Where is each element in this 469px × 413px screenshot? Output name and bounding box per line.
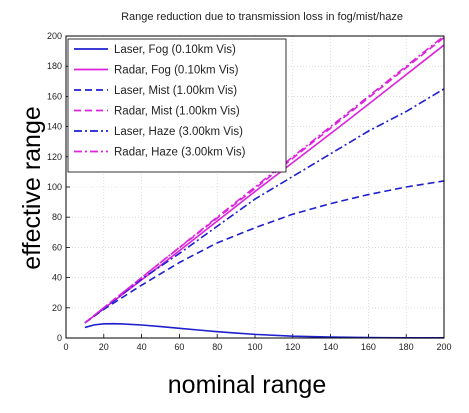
legend: Laser, Fog (0.10km Vis) Radar, Fog (0.10k…: [67, 38, 287, 173]
x-tick-label: 100: [247, 342, 262, 352]
legend-box: [67, 38, 287, 173]
y-axis-label: effective range: [18, 106, 46, 270]
legend-entry-label: Laser, Fog (0.10km Vis): [114, 44, 236, 56]
series-line-4: [84, 36, 445, 324]
legend-entry-label: Radar, Fog (0.10km Vis): [114, 65, 239, 77]
y-tick-label: 40: [52, 273, 62, 283]
x-tick-label: 60: [174, 342, 184, 352]
legend-entry-label: Laser, Haze (3.00km Vis): [114, 126, 243, 138]
x-tick-label: 80: [212, 342, 222, 352]
y-tick-label: 60: [52, 242, 62, 252]
y-tick-label: 100: [47, 182, 62, 192]
x-axis-ticks: 0 20 40 60 80 100 120 140 160 180 200: [63, 334, 452, 352]
y-tick-label: 80: [52, 212, 62, 222]
x-tick-label: 180: [399, 342, 414, 352]
y-tick-label: 180: [47, 61, 62, 71]
y-tick-label: 120: [47, 152, 62, 162]
y-tick-label: 160: [47, 91, 62, 101]
x-tick-label: 0: [63, 342, 68, 352]
series-lines: [84, 35, 445, 339]
legend-entry-label: Radar, Haze (3.00km Vis): [114, 147, 246, 159]
y-tick-label: 0: [57, 333, 62, 343]
series-line-2: [84, 44, 445, 324]
y-tick-label: 20: [52, 303, 62, 313]
x-axis-label: nominal range: [168, 371, 326, 399]
y-tick-label: 200: [47, 31, 62, 41]
x-tick-label: 160: [361, 342, 376, 352]
x-tick-label: 120: [285, 342, 300, 352]
x-tick-label: 40: [137, 342, 147, 352]
x-tick-label: 140: [323, 342, 338, 352]
legend-entry-label: Radar, Mist (1.00km Vis): [114, 106, 240, 118]
plot-frame: [65, 35, 445, 339]
series-line-5: [84, 88, 445, 324]
x-tick-label: 20: [99, 342, 109, 352]
y-axis-ticks: 0 20 40 60 80 100 120 140 160 180 200: [47, 31, 70, 343]
chart-title: Range reduction due to transmission loss…: [121, 11, 403, 23]
series-line-6: [84, 35, 445, 324]
series-line-1: [84, 322, 444, 339]
legend-entry-label: Laser, Mist (1.00km Vis): [114, 85, 237, 97]
x-tick-label: 200: [436, 342, 451, 352]
y-tick-label: 140: [47, 122, 62, 132]
